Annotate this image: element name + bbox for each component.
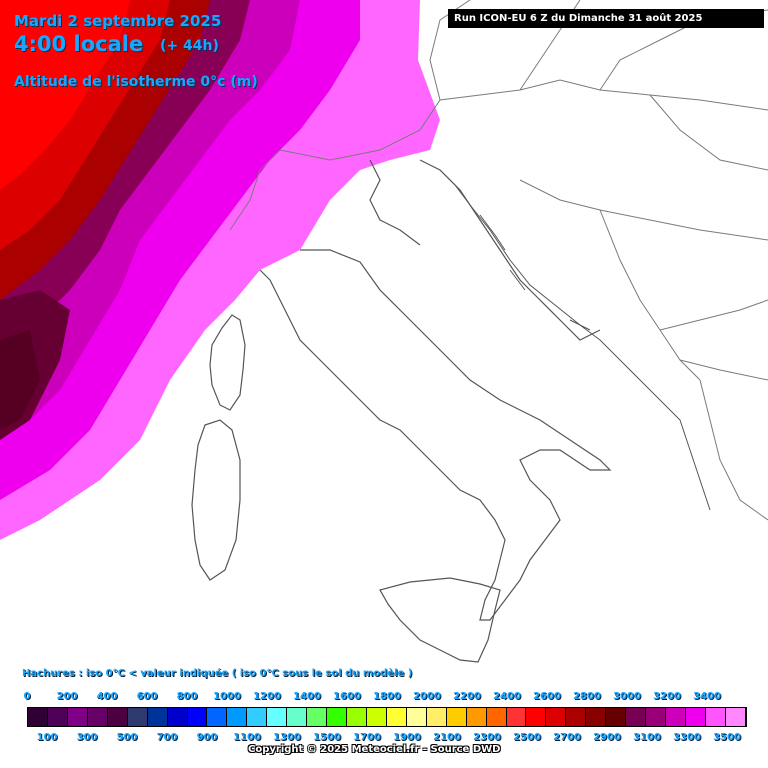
- legend-tick-label: 2700: [553, 732, 581, 743]
- legend-tick-label: 900: [196, 732, 218, 743]
- legend-swatch: [227, 708, 248, 726]
- legend-swatch: [87, 708, 108, 726]
- legend-tick-label: 2500: [513, 732, 541, 743]
- legend-swatch: [366, 708, 387, 726]
- legend-swatch: [28, 708, 48, 726]
- legend-tick-label: 100: [36, 732, 58, 743]
- legend-swatch: [586, 708, 607, 726]
- legend-tick-label: 400: [96, 691, 118, 702]
- legend-tick-label: 1500: [313, 732, 341, 743]
- legend-swatch: [307, 708, 328, 726]
- legend-swatch: [506, 708, 527, 726]
- balkan-coastline: [439, 169, 711, 511]
- legend-tick-label: 3400: [693, 691, 721, 702]
- legend-swatch: [446, 708, 467, 726]
- legend-tick-label: 500: [116, 732, 138, 743]
- legend-swatch: [546, 708, 567, 726]
- legend-tick-label: 1200: [253, 691, 281, 702]
- legend-swatch: [566, 708, 587, 726]
- legend-swatch: [705, 708, 726, 726]
- legend-tick-label: 1000: [213, 691, 241, 702]
- legend-tick-label: 1400: [293, 691, 321, 702]
- legend-tick-label: 2400: [493, 691, 521, 702]
- legend-tick-label: 800: [176, 691, 198, 702]
- legend-tick-label: 0: [23, 691, 31, 702]
- legend-swatch: [646, 708, 666, 726]
- legend-swatch: [426, 708, 447, 726]
- forecast-time: 4:00 locale: [14, 32, 144, 56]
- legend-tick-label: 1900: [393, 732, 421, 743]
- forecast-date: Mardi 2 septembre 2025: [14, 12, 222, 30]
- legend-swatch: [187, 708, 208, 726]
- legend-swatch: [267, 708, 288, 726]
- legend-swatch: [685, 708, 706, 726]
- legend-tick-label: 3100: [633, 732, 661, 743]
- legend-swatch: [666, 708, 686, 726]
- legend-swatch: [526, 708, 547, 726]
- legend-swatch: [127, 708, 148, 726]
- legend-tick-label: 2000: [413, 691, 441, 702]
- legend-tick-label: 2600: [533, 691, 561, 702]
- legend-tick-label: 2200: [453, 691, 481, 702]
- legend-tick-label: 2900: [593, 732, 621, 743]
- legend-tick-label: 700: [156, 732, 178, 743]
- legend-swatch: [247, 708, 268, 726]
- legend-swatch: [47, 708, 68, 726]
- legend-tick-label: 1600: [333, 691, 361, 702]
- freezing-level-field: [0, 0, 440, 540]
- legend-tick-label: 3300: [673, 732, 701, 743]
- hatch-note: Hachures : iso 0°C < valeur indiquée ( i…: [22, 668, 413, 679]
- copyright-notice: Copyright © 2025 Meteociel.fr - Source D…: [248, 744, 501, 755]
- legend-swatch: [347, 708, 367, 726]
- legend-swatch: [167, 708, 188, 726]
- legend-swatch: [327, 708, 347, 726]
- legend-tick-label: 2100: [433, 732, 461, 743]
- legend-swatch: [486, 708, 507, 726]
- legend-tick-label: 300: [76, 732, 98, 743]
- legend-swatch: [725, 708, 746, 726]
- forecast-lead-time: (+ 44h): [160, 38, 219, 54]
- legend-swatch: [207, 708, 228, 726]
- legend-tick-label: 1300: [273, 732, 301, 743]
- legend-swatch: [287, 708, 308, 726]
- legend-tick-label: 3200: [653, 691, 681, 702]
- legend-tick-label: 1100: [233, 732, 261, 743]
- legend-swatch: [466, 708, 487, 726]
- parameter-title: Altitude de l'isotherme 0°c (m): [14, 74, 258, 90]
- legend-swatch: [107, 708, 128, 726]
- legend-tick-label: 3500: [713, 732, 741, 743]
- legend-tick-label: 1700: [353, 732, 381, 743]
- legend-swatch: [147, 708, 168, 726]
- legend-tick-label: 2300: [473, 732, 501, 743]
- islands-coastline: [191, 314, 501, 663]
- legend-swatch: [67, 708, 88, 726]
- legend-swatch: [626, 708, 647, 726]
- legend-tick-label: 200: [56, 691, 78, 702]
- legend-tick-label: 3000: [613, 691, 641, 702]
- legend-swatch: [606, 708, 627, 726]
- legend-tick-label: 1800: [373, 691, 401, 702]
- legend-colorbar: [27, 707, 747, 727]
- legend-swatch: [406, 708, 427, 726]
- model-run-banner: Run ICON-EU 6 Z du Dimanche 31 août 2025: [448, 9, 764, 28]
- legend-tick-label: 600: [136, 691, 158, 702]
- legend-swatch: [386, 708, 407, 726]
- color-legend: 0 200 400 600 800 1000 1200 1400 1600 1800 2000 220…: [0, 686, 768, 768]
- legend-tick-label: 2800: [573, 691, 601, 702]
